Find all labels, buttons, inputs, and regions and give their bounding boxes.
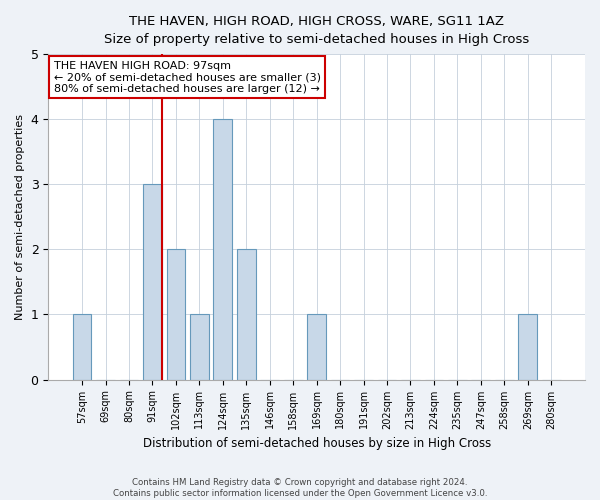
Bar: [73, 314, 91, 380]
Bar: [214, 119, 232, 380]
Bar: [143, 184, 162, 380]
Text: THE HAVEN HIGH ROAD: 97sqm
← 20% of semi-detached houses are smaller (3)
80% of : THE HAVEN HIGH ROAD: 97sqm ← 20% of semi…: [53, 60, 320, 94]
Y-axis label: Number of semi-detached properties: Number of semi-detached properties: [15, 114, 25, 320]
Bar: [190, 314, 209, 380]
Bar: [307, 314, 326, 380]
X-axis label: Distribution of semi-detached houses by size in High Cross: Distribution of semi-detached houses by …: [143, 437, 491, 450]
Bar: [167, 250, 185, 380]
Bar: [518, 314, 537, 380]
Text: Contains HM Land Registry data © Crown copyright and database right 2024.
Contai: Contains HM Land Registry data © Crown c…: [113, 478, 487, 498]
Title: THE HAVEN, HIGH ROAD, HIGH CROSS, WARE, SG11 1AZ
Size of property relative to se: THE HAVEN, HIGH ROAD, HIGH CROSS, WARE, …: [104, 15, 529, 46]
Bar: [237, 250, 256, 380]
